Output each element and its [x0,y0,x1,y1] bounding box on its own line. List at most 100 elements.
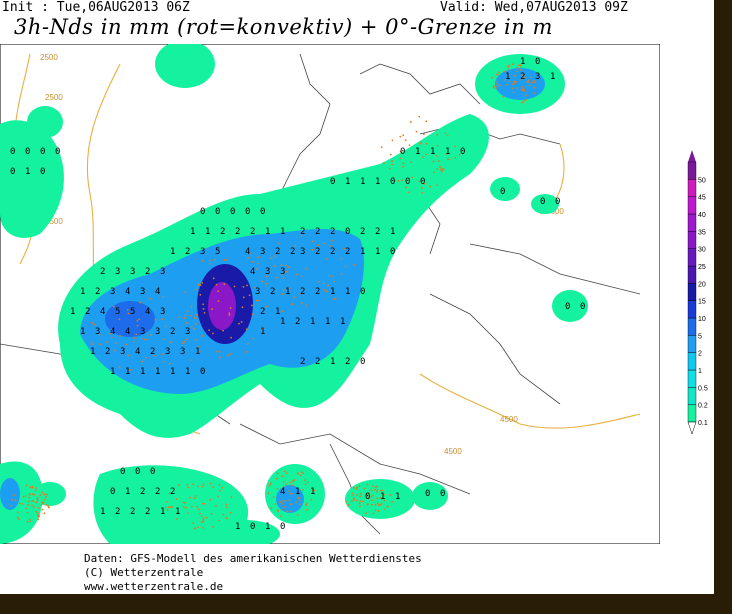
convective-dot [340,257,343,260]
valid-time: Valid: Wed,07AUG2013 09Z [440,0,628,15]
convective-dot [41,491,44,494]
grid-value-digit: 1 [185,367,190,377]
convective-dot [256,262,259,265]
grid-value-digit: 2 [300,287,305,297]
convective-dot [523,90,526,92]
grid-value-digit: 2 [300,227,305,237]
grid-value-digit: 0 [425,489,430,499]
grid-value-digit: 1 [330,357,335,367]
convective-dot [306,502,309,505]
grid-value-digit: 2 [105,347,110,357]
grid-value-digit: 3 [110,287,115,297]
grid-value-digit: 1 [415,147,420,157]
legend-level-label: 25 [698,264,706,271]
convective-dot [93,323,96,326]
convective-dot [22,496,25,498]
convective-dot [229,352,232,355]
convective-dot [202,307,205,310]
grid-value-digit: 2 [295,317,300,327]
convective-dot [282,481,285,483]
convective-dot [242,296,245,299]
grid-value-digit: 2 [170,327,175,337]
convective-dot [31,487,34,489]
grid-value-digit: 1 [125,367,130,377]
grid-value-digit: 3 [140,287,145,297]
grid-value-digit: 0 [580,302,585,312]
convective-dot [371,499,374,502]
legend-level-label: 0.1 [698,420,708,427]
convective-dot [161,353,164,356]
convective-dot [215,283,218,286]
convective-dot [31,500,33,503]
convective-dot [215,505,217,507]
convective-dot [42,501,45,504]
grid-value-digit: 1 [330,287,335,297]
legend-level-label: 0.2 [698,403,708,410]
grid-value-digit: 0 [500,187,505,197]
convective-dot [125,343,128,346]
grid-value-digit: 2 [315,357,320,367]
convective-dot [302,488,304,491]
convective-dot [198,350,201,353]
convective-dot [351,500,353,502]
convective-dot [238,322,240,325]
convective-dot [216,495,219,498]
convective-dot [285,270,288,273]
convective-dot [379,497,382,499]
convective-dot [242,285,245,288]
convective-dot [285,472,288,475]
convective-dot [399,150,402,153]
convective-dot [223,283,226,285]
grid-value-digit: 0 [200,207,205,217]
convective-dot [361,500,364,503]
convective-dot [265,305,267,308]
convective-dot [304,479,307,482]
grid-value-digit: 0 [260,207,265,217]
convective-dot [225,506,228,509]
convective-dot [202,517,205,520]
convective-dot [34,489,37,491]
grid-value-digit: 0 [250,522,255,532]
convective-dot [366,503,369,506]
convective-dot [199,512,201,515]
convective-dot [383,162,385,165]
isoline-label: 4000 [546,207,564,216]
grid-value-digit: 0 [330,177,335,187]
convective-dot [110,336,113,339]
convective-dot [353,263,356,266]
convective-dot [273,265,276,268]
convective-dot [247,256,250,259]
convective-dot [189,496,192,499]
convective-dot [420,141,423,144]
grid-value-digit: 0 [365,492,370,502]
convective-dot [376,502,379,505]
grid-value-digit: 3 [115,267,120,277]
convective-dot [203,311,206,314]
convective-dot [140,337,143,340]
convective-dot [297,472,299,474]
legend-swatch [687,317,697,336]
convective-dot [257,299,260,302]
legend-swatch [687,213,697,232]
footer-source: Daten: GFS-Modell des amerikanischen Wet… [84,552,422,565]
convective-dot [281,475,284,478]
grid-value-digit: 1 [195,347,200,357]
convective-dot [423,133,425,136]
convective-dot [274,503,277,505]
convective-dot [11,498,14,501]
legend-swatch [687,179,697,197]
grid-value-digit: 0 [25,147,30,157]
convective-dot [176,518,178,520]
grid-value-digit: 1 [260,327,265,337]
grid-value-digit: 2 [260,307,265,317]
convective-dot [228,314,231,316]
grid-value-digit: 0 [280,522,285,532]
grid-value-digit: 2 [140,487,145,497]
convective-dot [523,100,525,102]
convective-dot [43,512,46,515]
grid-value-digit: 5 [130,307,135,317]
convective-dot [380,502,383,505]
convective-dot [99,343,102,346]
value-digits: 0 0 0 0 01 1 2 2 2 1 11 2 3 5 4 3 2 22 3 3 2 3 4 3 31 2 3 4 3 4 3 2 11 2 4… [10,57,585,532]
